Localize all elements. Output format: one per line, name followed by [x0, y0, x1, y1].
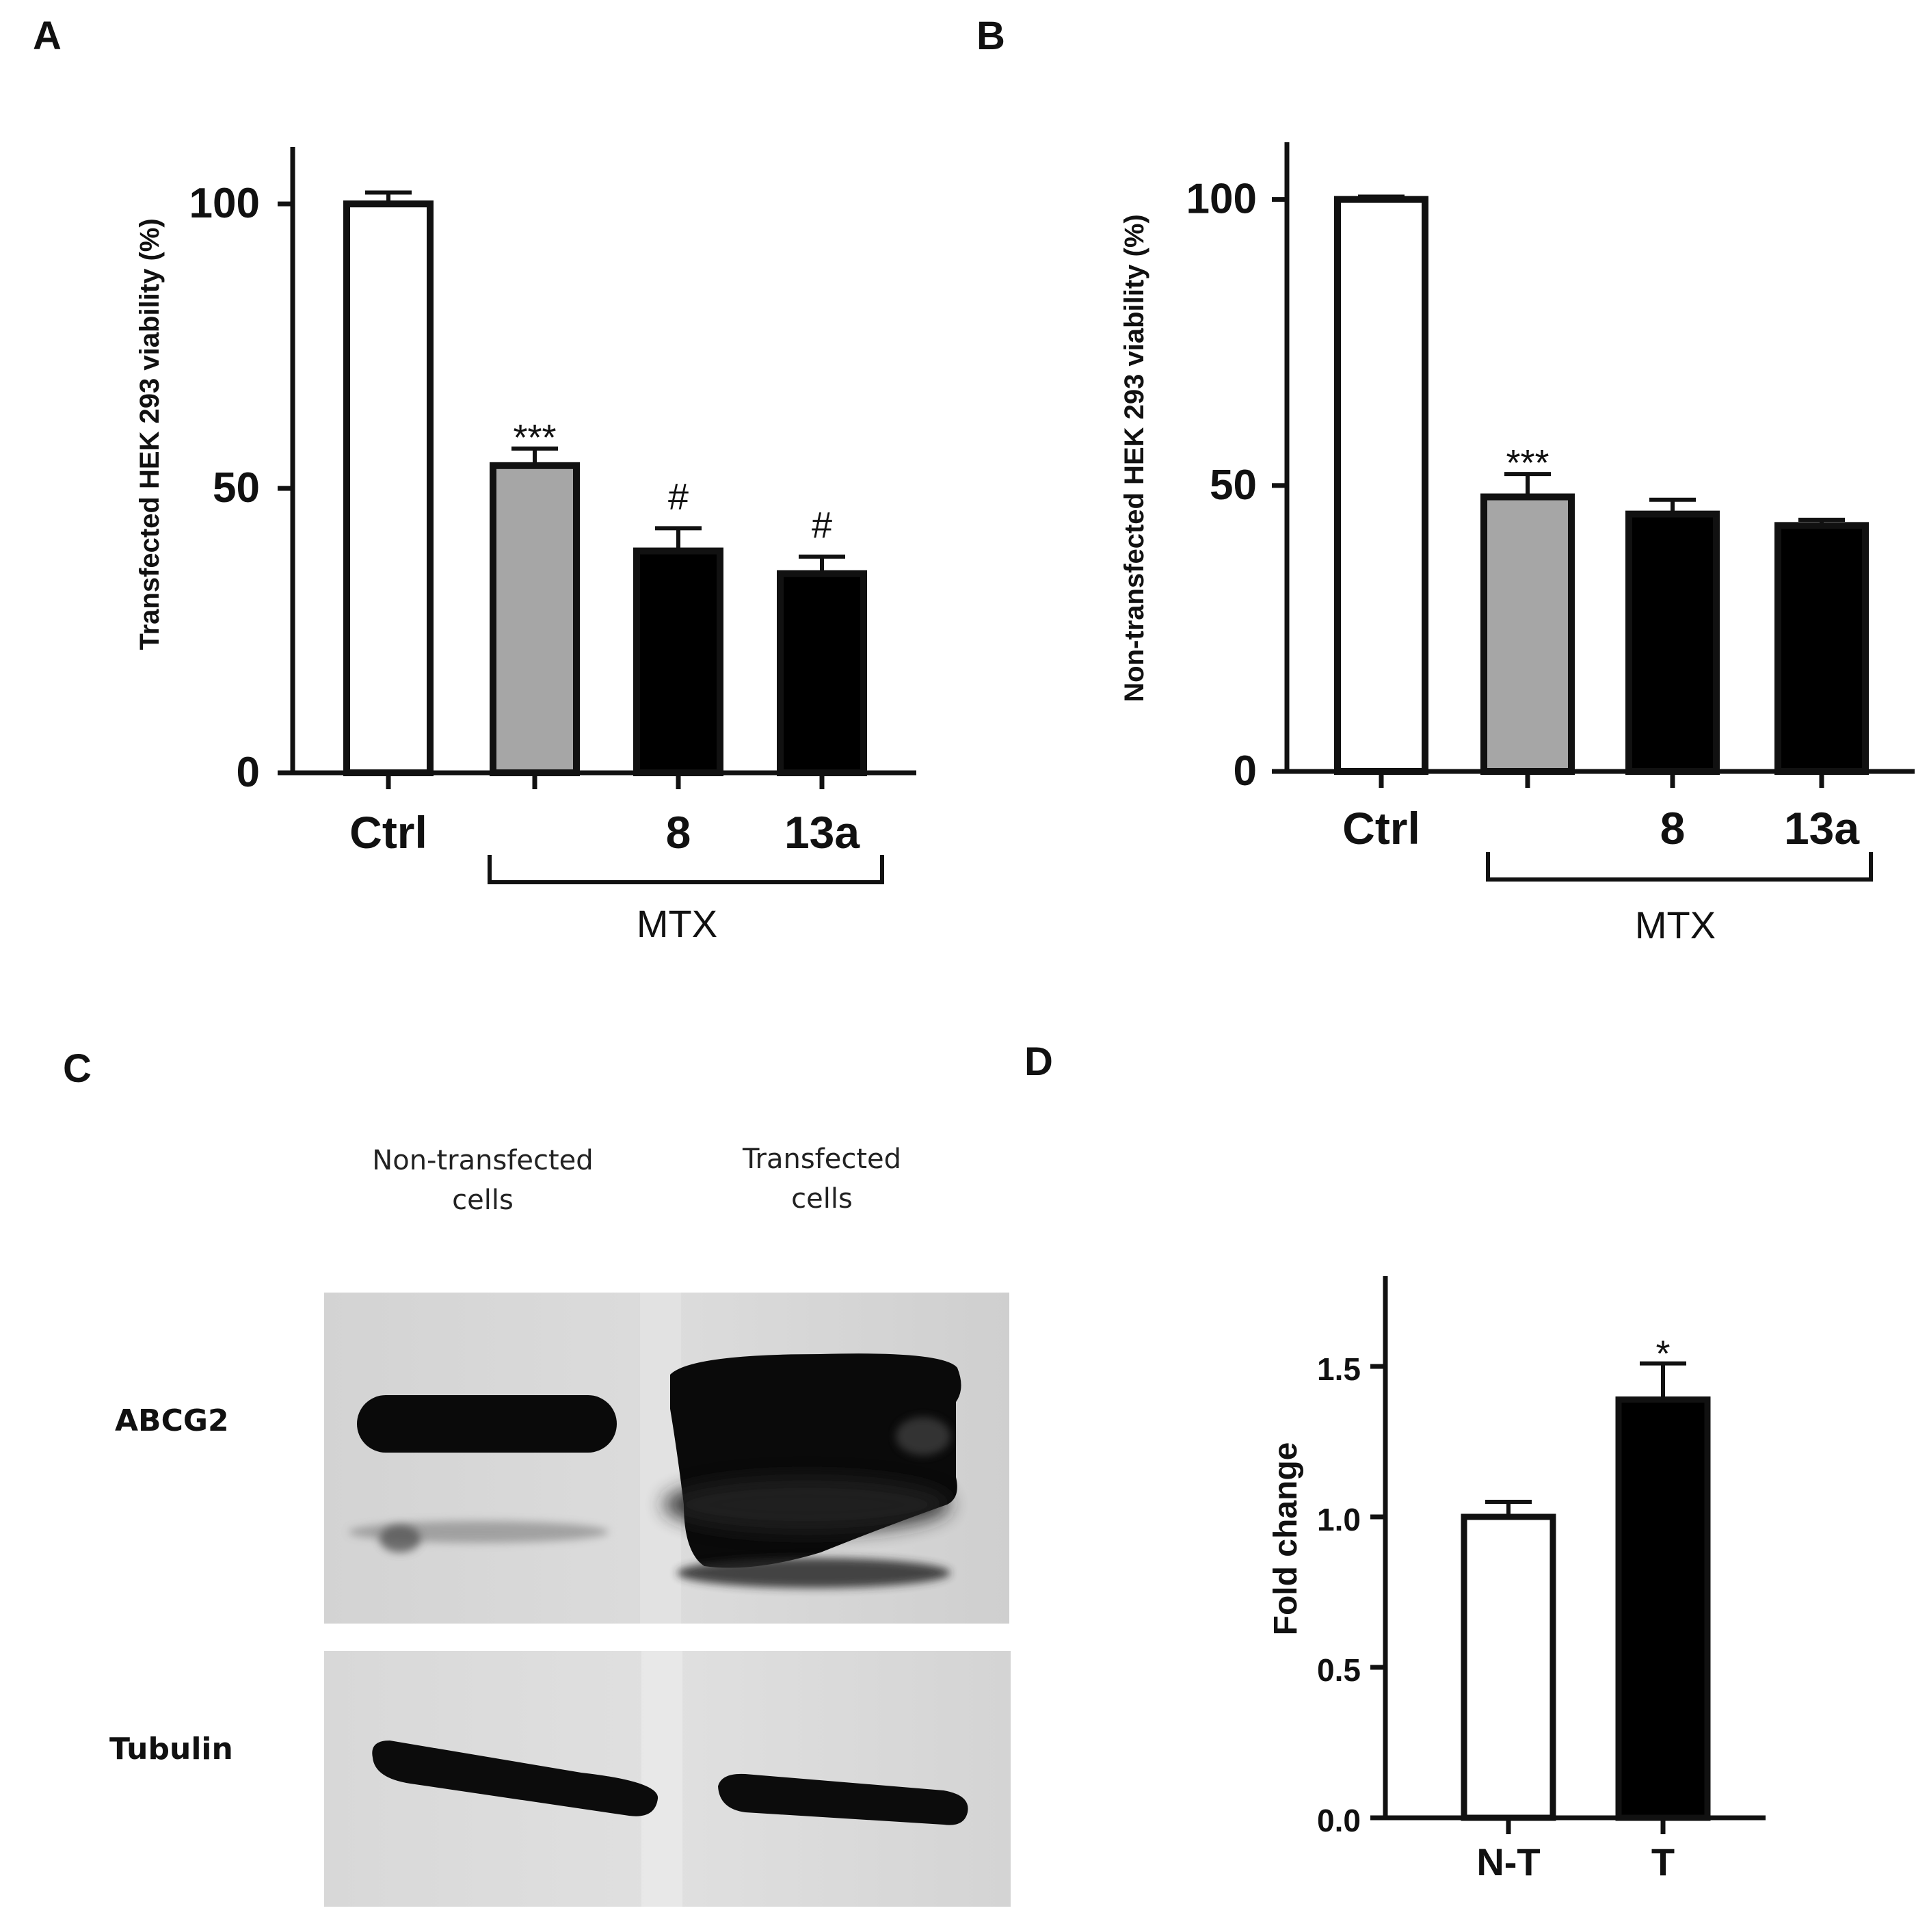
- y-axis-label: Transfected HEK 293 viability (%): [135, 218, 165, 650]
- significance-label: *: [1655, 1334, 1670, 1375]
- panel-letter-b: B: [976, 14, 1005, 58]
- y-tick-label: 0.0: [1317, 1803, 1361, 1838]
- row-label-tubulin: Tubulin: [109, 1732, 233, 1766]
- y-tick-label: 0: [1234, 747, 1257, 795]
- bar: [1774, 522, 1869, 775]
- bar: [633, 547, 723, 776]
- chart-a: 0 50 100 Transfected HEK 293 viability (%) C…: [135, 147, 916, 945]
- y-tick-label: 0: [237, 749, 260, 796]
- panel-letter-d: D: [1024, 1040, 1053, 1084]
- band-tubulin-lane1: [372, 1741, 658, 1816]
- significance-label: ***: [1506, 442, 1549, 484]
- panel-letter-c: C: [63, 1046, 92, 1091]
- bar: [343, 200, 434, 776]
- chart-b: 0 50 100 Non-transfected HEK 293 viability …: [1119, 142, 1915, 947]
- significance-label: #: [812, 505, 832, 546]
- y-tick-label: 100: [1186, 176, 1257, 223]
- y-tick-label: 100: [189, 180, 260, 227]
- y-tick-label: 50: [1210, 462, 1257, 509]
- x-tick-label: N-T: [1476, 1840, 1540, 1883]
- band-abcg2-lane1: [357, 1395, 617, 1453]
- x-tick-label: Ctrl: [349, 807, 427, 858]
- y-tick-label: 0.5: [1317, 1652, 1361, 1688]
- bar: [1461, 1513, 1556, 1821]
- lane-label-non-transfected: Non-transfected: [372, 1145, 593, 1176]
- bar: [777, 570, 867, 776]
- bar: [1334, 196, 1428, 775]
- western-blot: Non-transfected cells Transfected cells …: [109, 1143, 1011, 1907]
- group-label: MTX: [637, 902, 717, 945]
- group-bracket: [1486, 852, 1873, 882]
- y-axis-label: Fold change: [1268, 1442, 1304, 1636]
- significance-label: #: [668, 476, 689, 517]
- abcg2-membrane: [324, 1293, 1009, 1624]
- x-tick-label: T: [1651, 1840, 1675, 1883]
- bar: [490, 462, 580, 776]
- lane-label-transfected-cells: cells: [791, 1183, 853, 1215]
- bar: [1625, 510, 1720, 775]
- bar: [1615, 1396, 1711, 1821]
- lane-label-non-transfected-cells: cells: [452, 1185, 514, 1216]
- group-label: MTX: [1635, 903, 1716, 947]
- group-bracket: [488, 855, 884, 884]
- y-axis-label: Non-transfected HEK 293 viability (%): [1119, 214, 1149, 702]
- significance-label: ***: [513, 417, 556, 458]
- chart-d: 0.0 0.5 1.0 1.5 Fold change N-T T *: [1268, 1276, 1766, 1883]
- y-tick-label: 1.5: [1317, 1351, 1361, 1387]
- x-tick-label: 13a: [1784, 803, 1860, 853]
- bar: [1480, 493, 1575, 776]
- row-label-abcg2: ABCG2: [115, 1403, 229, 1438]
- y-tick-label: 50: [213, 464, 260, 512]
- x-tick-label: 13a: [784, 807, 860, 858]
- y-tick-label: 1.0: [1317, 1502, 1361, 1537]
- panel-letter-a: A: [33, 14, 62, 58]
- x-tick-label: 8: [1660, 803, 1686, 853]
- band-tubulin-lane2: [718, 1773, 968, 1825]
- lane-label-transfected: Transfected: [742, 1143, 901, 1175]
- x-tick-label: 8: [666, 807, 691, 858]
- x-tick-label: Ctrl: [1342, 803, 1420, 853]
- tubulin-membrane: [324, 1651, 1011, 1907]
